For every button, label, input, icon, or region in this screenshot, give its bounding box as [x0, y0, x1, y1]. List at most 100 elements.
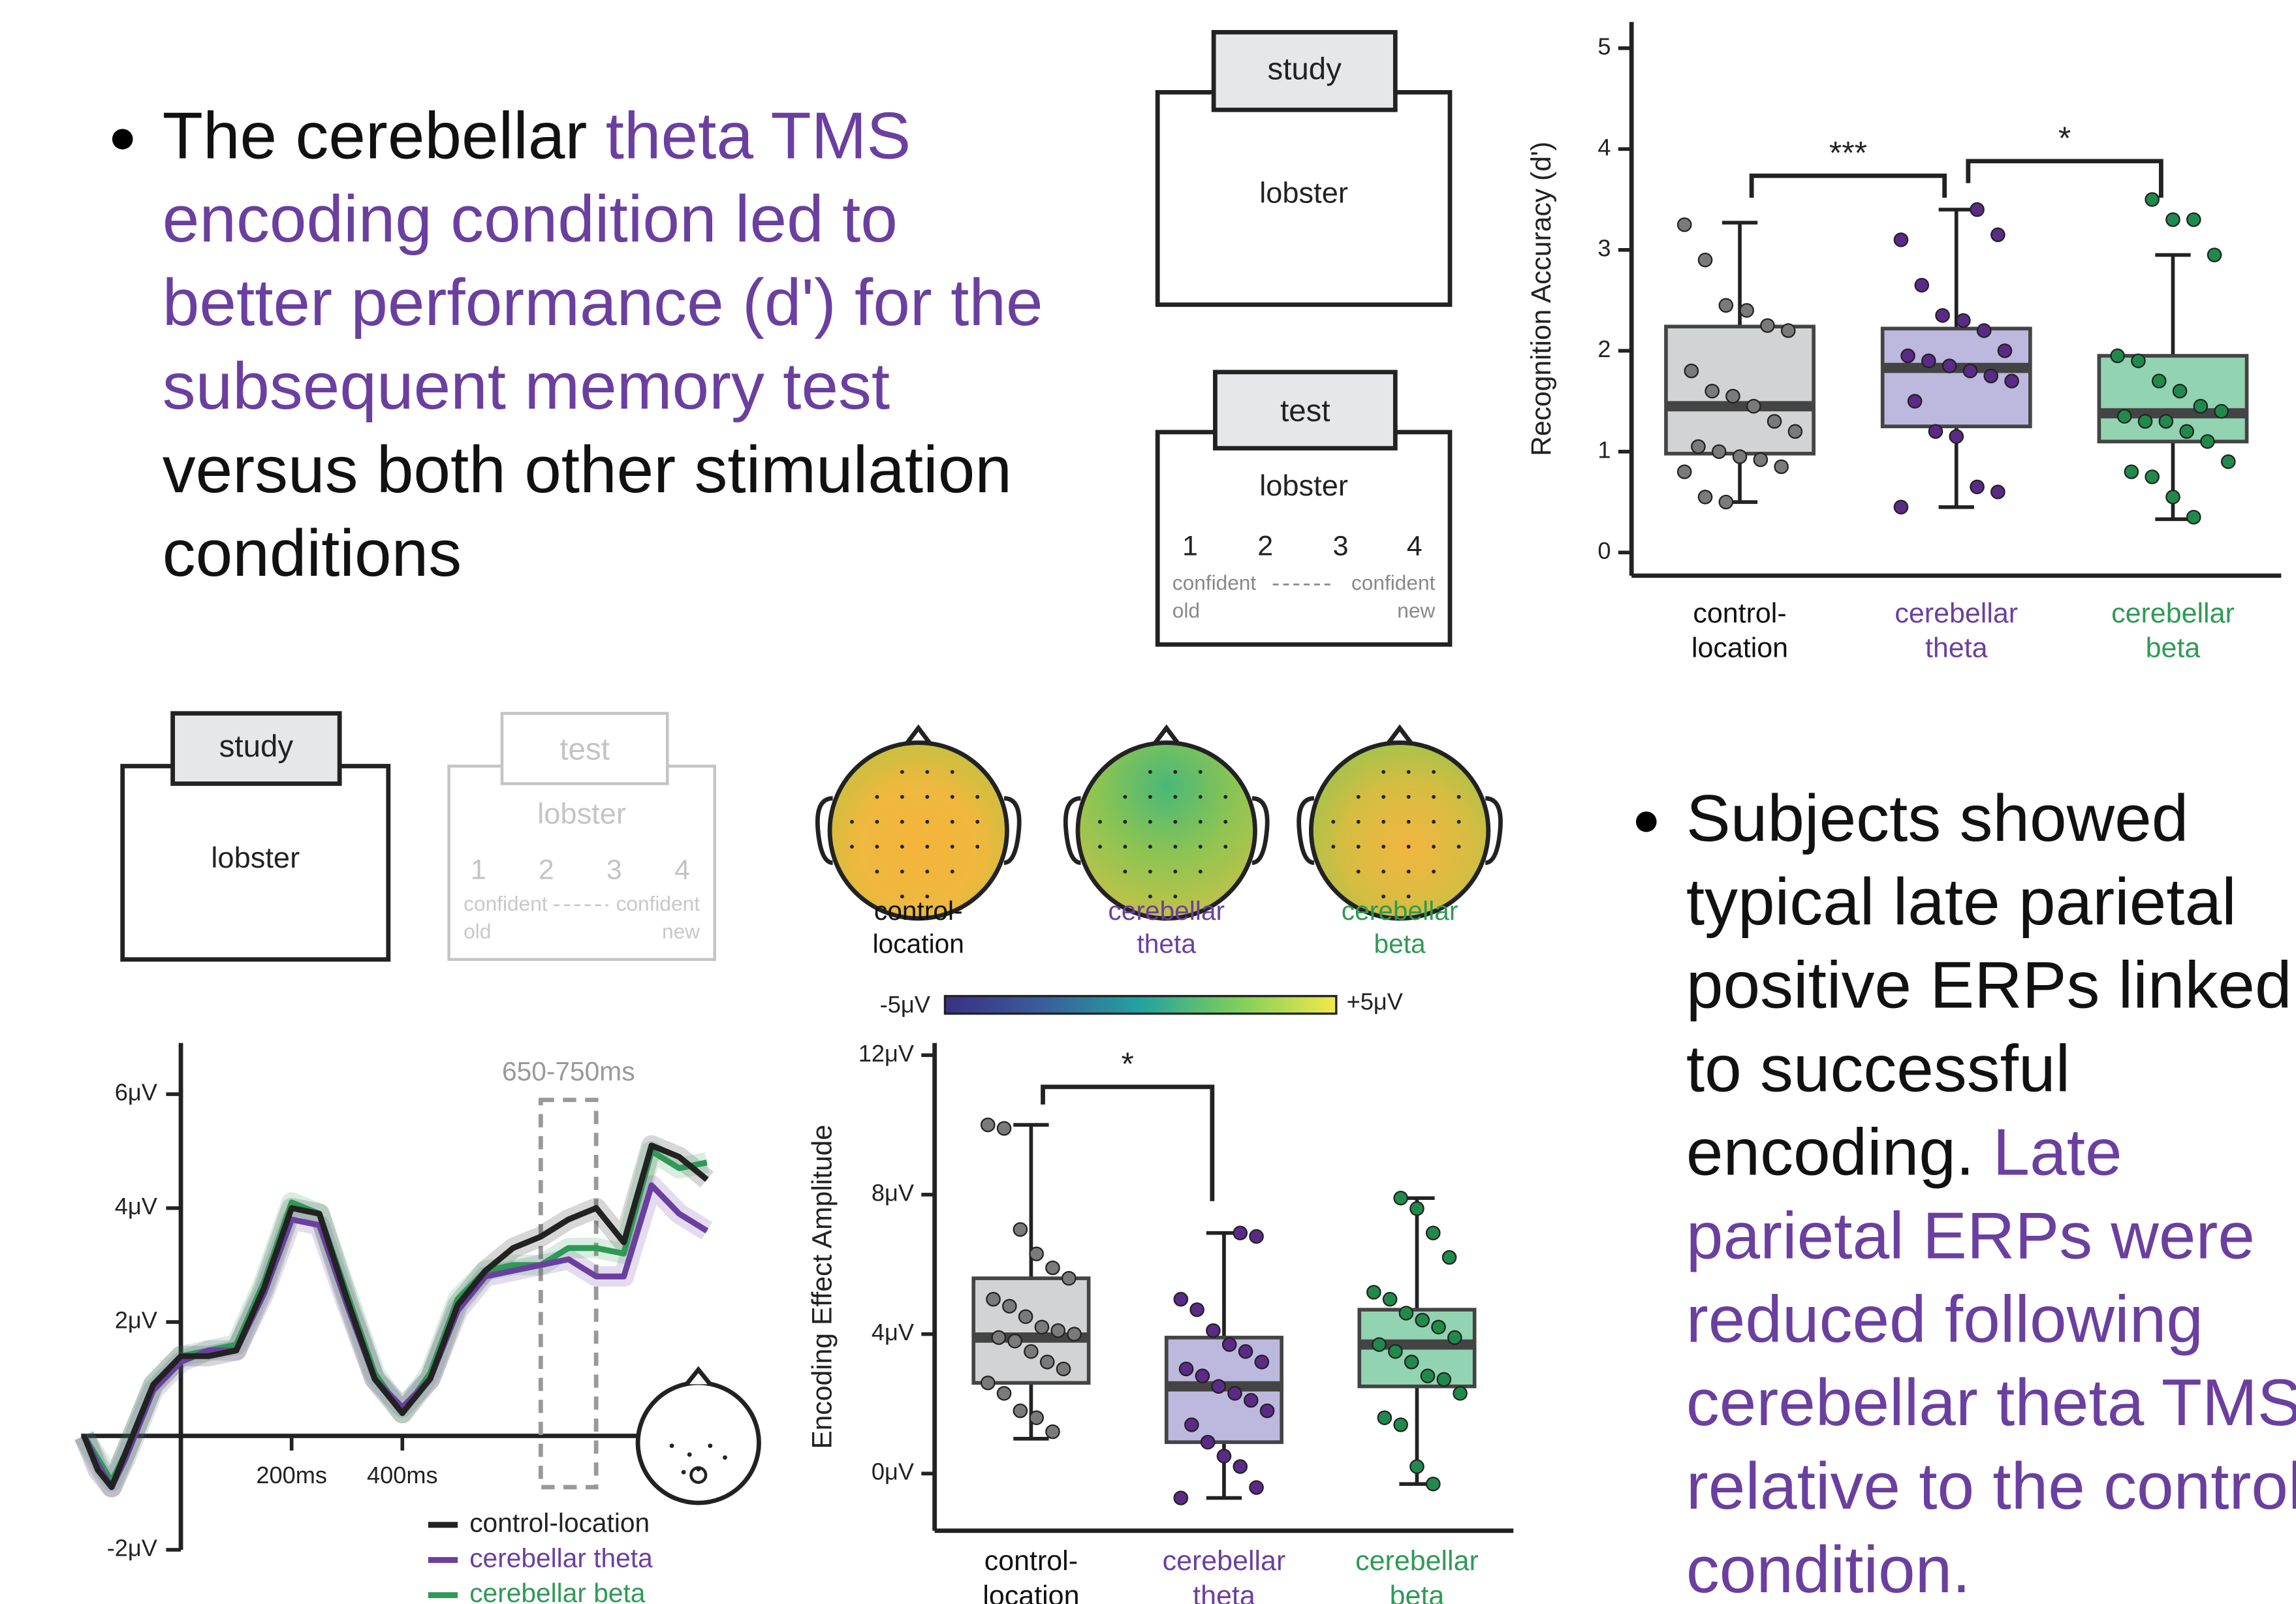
data-point — [1201, 1436, 1214, 1449]
electrode — [1148, 870, 1152, 873]
data-point — [2222, 455, 2235, 468]
data-point — [1699, 490, 1712, 503]
data-point — [1768, 415, 1781, 428]
data-point — [1705, 385, 1718, 398]
window-label: 650-750ms — [502, 1056, 635, 1086]
electrode — [1123, 820, 1127, 824]
data-point — [1190, 1303, 1203, 1316]
data-point — [1003, 1300, 1016, 1313]
data-point — [2173, 385, 2186, 398]
data-point — [1747, 400, 1760, 413]
data-point — [1726, 390, 1739, 403]
data-point — [1008, 1334, 1021, 1347]
data-point — [2131, 354, 2145, 368]
y-tick-label: 0μV — [872, 1458, 914, 1485]
erp-line — [84, 1151, 707, 1481]
electrode — [1407, 770, 1411, 774]
y-tick-label: 4μV — [115, 1193, 157, 1219]
electrode — [850, 820, 854, 824]
electrode — [951, 795, 954, 799]
data-point — [1234, 1460, 1247, 1473]
scale-right-sub: new — [1397, 599, 1435, 622]
electrode — [1407, 795, 1411, 799]
data-point — [1985, 370, 1998, 383]
significance-label: * — [1121, 1046, 1133, 1082]
data-point — [1046, 1261, 1059, 1274]
scale-right: confident — [1351, 571, 1436, 595]
electrode — [1331, 845, 1335, 849]
significance-bracket — [1968, 161, 2162, 198]
data-point — [1180, 1362, 1193, 1376]
legend-label: cerebellar theta — [469, 1543, 653, 1573]
colorbar-min: -5μV — [880, 991, 930, 1018]
data-point — [1761, 319, 1774, 332]
scale-number: 4 — [1407, 531, 1423, 562]
electrode — [723, 1455, 727, 1460]
colorbar-max: +5μV — [1347, 988, 1403, 1015]
significance-label: * — [2058, 120, 2071, 157]
electrode — [1098, 820, 1102, 824]
significance-bracket — [1043, 1087, 1212, 1201]
data-point — [2152, 375, 2165, 388]
electrode — [1407, 820, 1411, 824]
scale-number: 4 — [674, 854, 690, 885]
data-point — [2166, 490, 2179, 503]
electrode — [1357, 795, 1360, 799]
data-point — [1394, 1418, 1407, 1431]
electrode — [1381, 795, 1385, 799]
data-point — [1733, 450, 1746, 463]
electrode — [951, 820, 954, 824]
electrode — [1123, 795, 1127, 799]
bullet-text: The cerebellar — [163, 98, 606, 172]
electrode — [925, 770, 929, 774]
electrode — [1357, 820, 1360, 824]
electrode — [1223, 845, 1227, 849]
electrode — [1381, 845, 1385, 849]
bullet-list: The cerebellar theta TMS encoding condit… — [77, 94, 1078, 595]
electrode — [900, 820, 904, 824]
data-point — [1250, 1230, 1263, 1243]
data-point — [2166, 213, 2179, 226]
data-point — [2160, 415, 2173, 428]
scale-left: confident — [1172, 571, 1257, 595]
legend-label: control-location — [469, 1508, 650, 1538]
electrode — [1223, 820, 1227, 824]
data-point — [1035, 1321, 1048, 1334]
electrode — [975, 820, 979, 824]
y-tick-label: 1 — [1597, 436, 1611, 463]
data-point — [1383, 1293, 1396, 1306]
electrode — [925, 795, 929, 799]
electrode — [1199, 845, 1203, 849]
data-point — [1774, 460, 1787, 473]
data-point — [1062, 1272, 1075, 1285]
test-word: lobster — [537, 797, 626, 830]
data-point — [1915, 279, 1928, 292]
data-point — [1057, 1362, 1070, 1376]
scale-number: 1 — [471, 854, 486, 885]
data-point — [1712, 445, 1725, 458]
data-point — [1239, 1345, 1252, 1358]
electrode — [1148, 820, 1152, 824]
data-point — [1234, 1227, 1247, 1240]
data-point — [1740, 304, 1753, 317]
scale-number: 3 — [606, 854, 622, 885]
data-point — [1014, 1223, 1027, 1236]
electrode — [1381, 820, 1385, 824]
data-point — [1255, 1355, 1268, 1368]
y-tick-label: 3 — [1597, 234, 1611, 261]
data-point — [1678, 218, 1691, 231]
y-tick-label: 0 — [1597, 537, 1611, 564]
electrode — [1432, 845, 1436, 849]
data-point — [1943, 359, 1956, 372]
data-point — [2125, 465, 2138, 479]
data-point — [1970, 203, 1983, 216]
electrode — [1199, 820, 1203, 824]
x-tick-label: 200ms — [256, 1462, 327, 1488]
data-point — [1991, 485, 2004, 498]
category-label: cerebellartheta — [1108, 896, 1225, 958]
data-point — [1421, 1370, 1434, 1383]
data-point — [2145, 470, 2158, 483]
scale-left-sub: old — [1172, 599, 1200, 622]
y-tick-label: 2 — [1597, 336, 1611, 362]
data-point — [1185, 1418, 1198, 1431]
